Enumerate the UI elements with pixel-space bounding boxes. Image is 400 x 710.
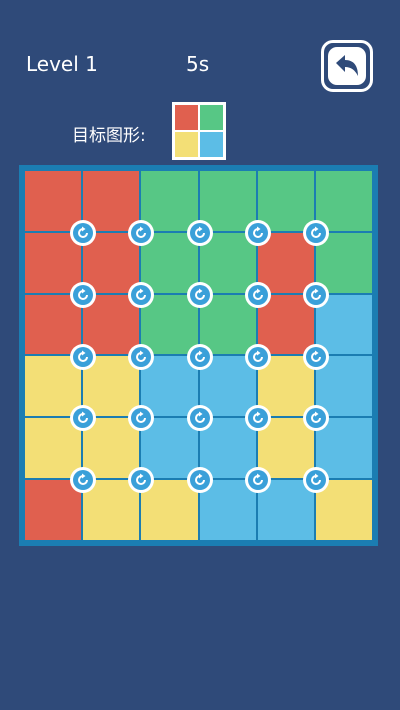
rotate-icon bbox=[189, 284, 210, 305]
rotate-button[interactable] bbox=[244, 467, 271, 494]
tile-yellow bbox=[25, 356, 82, 417]
rotate-button[interactable] bbox=[128, 219, 155, 246]
back-arrow-icon bbox=[328, 47, 366, 85]
rotate-icon bbox=[305, 346, 326, 367]
tile-blue bbox=[199, 480, 256, 540]
rotate-button[interactable] bbox=[244, 343, 271, 370]
rotate-button[interactable] bbox=[186, 219, 213, 246]
tile-red bbox=[83, 171, 140, 231]
tile-red bbox=[25, 480, 82, 540]
rotate-button[interactable] bbox=[70, 281, 97, 308]
rotate-button[interactable] bbox=[244, 281, 271, 308]
tile-yellow bbox=[83, 418, 140, 479]
tile-yellow bbox=[315, 480, 372, 540]
target-cell bbox=[200, 105, 223, 130]
rotate-icon bbox=[305, 470, 326, 491]
rotate-button[interactable] bbox=[70, 405, 97, 432]
tile-yellow bbox=[141, 480, 198, 540]
tile-yellow bbox=[83, 356, 140, 417]
rotate-button[interactable] bbox=[302, 281, 329, 308]
rotate-button[interactable] bbox=[186, 405, 213, 432]
rotate-button[interactable] bbox=[302, 343, 329, 370]
rotate-icon bbox=[131, 284, 152, 305]
tile-blue bbox=[315, 418, 372, 479]
tile-red bbox=[25, 171, 82, 231]
rotate-icon bbox=[305, 222, 326, 243]
rotate-icon bbox=[73, 470, 94, 491]
target-cell bbox=[175, 105, 198, 130]
tile-red bbox=[257, 294, 314, 355]
rotate-button[interactable] bbox=[186, 343, 213, 370]
tile-red bbox=[83, 294, 140, 355]
target-cell bbox=[175, 132, 198, 157]
tile-green bbox=[315, 171, 372, 231]
rotate-button[interactable] bbox=[128, 405, 155, 432]
rotate-button[interactable] bbox=[302, 467, 329, 494]
rotate-button[interactable] bbox=[186, 467, 213, 494]
rotate-icon bbox=[247, 222, 268, 243]
rotate-button[interactable] bbox=[302, 219, 329, 246]
rotate-icon bbox=[247, 346, 268, 367]
rotate-icon bbox=[73, 408, 94, 429]
tile-red bbox=[83, 232, 140, 293]
rotate-icon bbox=[131, 346, 152, 367]
rotate-icon bbox=[305, 408, 326, 429]
rotate-button[interactable] bbox=[244, 219, 271, 246]
tile-yellow bbox=[257, 356, 314, 417]
rotate-icon bbox=[189, 346, 210, 367]
rotate-icon bbox=[305, 284, 326, 305]
tile-green bbox=[199, 171, 256, 231]
rotate-button[interactable] bbox=[128, 467, 155, 494]
tile-red bbox=[257, 232, 314, 293]
rotate-button[interactable] bbox=[128, 281, 155, 308]
rotate-icon bbox=[247, 408, 268, 429]
rotate-icon bbox=[189, 408, 210, 429]
target-pattern-label: 目标图形: bbox=[72, 126, 146, 146]
rotate-button[interactable] bbox=[70, 467, 97, 494]
tile-blue bbox=[141, 356, 198, 417]
tile-green bbox=[141, 294, 198, 355]
tile-blue bbox=[315, 356, 372, 417]
tile-yellow bbox=[83, 480, 140, 540]
rotate-button[interactable] bbox=[70, 219, 97, 246]
rotate-icon bbox=[247, 470, 268, 491]
tile-blue bbox=[141, 418, 198, 479]
tile-green bbox=[199, 294, 256, 355]
tile-yellow bbox=[25, 418, 82, 479]
tile-green bbox=[199, 232, 256, 293]
target-cell bbox=[200, 132, 223, 157]
tile-blue bbox=[199, 418, 256, 479]
rotate-icon bbox=[189, 222, 210, 243]
rotate-icon bbox=[247, 284, 268, 305]
tile-green bbox=[315, 232, 372, 293]
tile-green bbox=[257, 171, 314, 231]
rotate-icon bbox=[73, 284, 94, 305]
tile-red bbox=[25, 294, 82, 355]
tile-blue bbox=[257, 480, 314, 540]
rotate-button[interactable] bbox=[302, 405, 329, 432]
rotate-icon bbox=[73, 222, 94, 243]
tile-green bbox=[141, 232, 198, 293]
tile-green bbox=[141, 171, 198, 231]
back-button[interactable] bbox=[321, 40, 373, 92]
rotate-button[interactable] bbox=[70, 343, 97, 370]
tile-yellow bbox=[257, 418, 314, 479]
rotate-icon bbox=[131, 408, 152, 429]
rotate-icon bbox=[131, 470, 152, 491]
rotate-icon bbox=[189, 470, 210, 491]
timer-display: 5s bbox=[186, 52, 210, 76]
tile-red bbox=[25, 232, 82, 293]
rotate-button[interactable] bbox=[244, 405, 271, 432]
level-label: Level 1 bbox=[26, 52, 98, 76]
tile-blue bbox=[315, 294, 372, 355]
rotate-icon bbox=[131, 222, 152, 243]
rotate-icon bbox=[73, 346, 94, 367]
target-pattern bbox=[172, 102, 226, 160]
rotate-button[interactable] bbox=[128, 343, 155, 370]
rotate-button[interactable] bbox=[186, 281, 213, 308]
